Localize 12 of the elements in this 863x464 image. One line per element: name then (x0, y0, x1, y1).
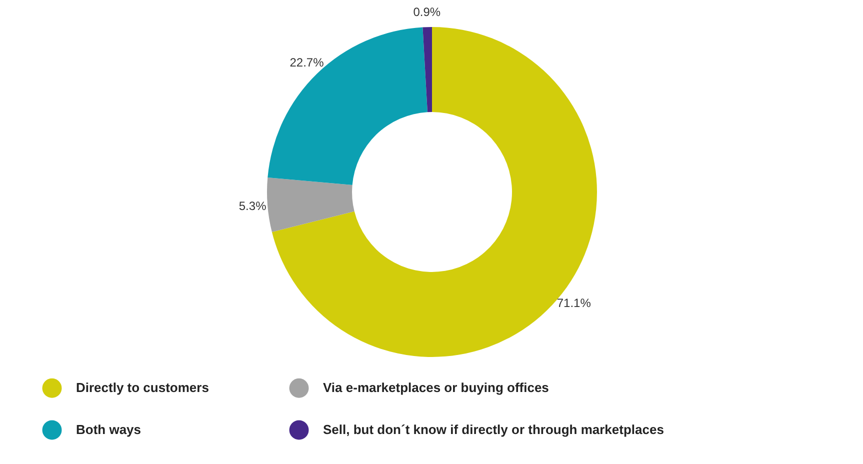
donut-slice (272, 27, 597, 357)
legend-label: Both ways (76, 422, 142, 437)
legend-label: Directly to customers (76, 380, 209, 396)
donut-slice (268, 27, 428, 185)
donut-slice (267, 178, 354, 232)
legend-label: Sell, but don´t know if directly or through marketplaces (323, 422, 664, 437)
data-label: 71.1% (556, 296, 592, 310)
data-label: 22.7% (290, 56, 324, 70)
donut-slice (422, 27, 432, 112)
legend-label: Via e-marketplaces or buying offices (323, 380, 549, 396)
data-label: 5.3% (238, 199, 267, 214)
data-label: 0.9% (413, 5, 441, 20)
